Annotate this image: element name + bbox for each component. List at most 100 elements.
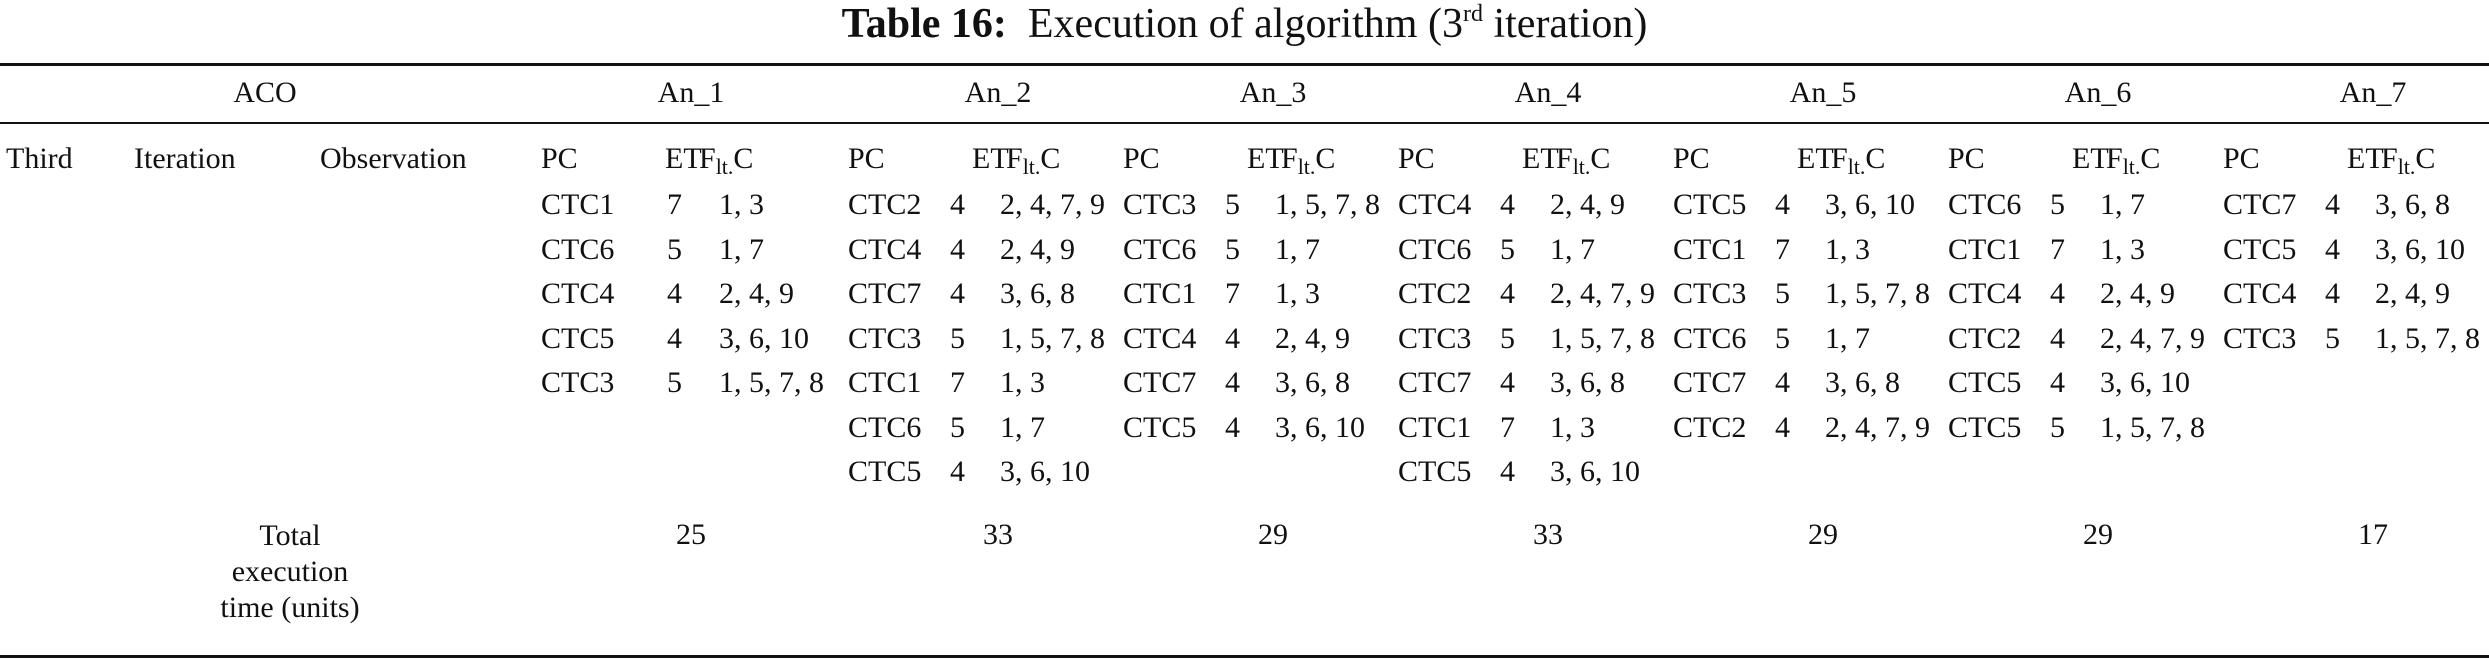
et-cell: 5 bbox=[2050, 188, 2065, 221]
header-rule bbox=[0, 122, 2489, 124]
subheader-flt-sub: lt. bbox=[1022, 154, 1041, 179]
fault-coverage-cell: 3, 6, 8 bbox=[1275, 366, 1350, 399]
pc-cell: CTC5 bbox=[2223, 232, 2297, 266]
pc-cell: CTC5 bbox=[1948, 410, 2022, 444]
fault-coverage-cell: 1, 7 bbox=[1550, 232, 1595, 266]
total-execution-time-label: Total execution time (units) bbox=[190, 518, 390, 626]
subheader-pc: PC bbox=[1673, 142, 1710, 175]
et-cell: 4 bbox=[2050, 277, 2065, 310]
subheader-flt-sub: lt. bbox=[2397, 154, 2416, 179]
subheader-flt-f: F bbox=[699, 142, 716, 175]
fault-coverage-cell: 2, 4, 7, 9 bbox=[2100, 321, 2205, 355]
et-cell: 4 bbox=[2325, 232, 2340, 266]
header-aco: ACO bbox=[233, 76, 297, 109]
subheader-flt-f: F bbox=[2106, 142, 2123, 175]
pc-cell: CTC5 bbox=[1398, 455, 1472, 488]
et-cell: 4 bbox=[1775, 188, 1790, 221]
pc-cell: CTC7 bbox=[1673, 366, 1747, 399]
table-caption: Table 16: Execution of algorithm (3rd it… bbox=[0, 0, 2489, 56]
pc-cell: CTC1 bbox=[541, 188, 615, 221]
et-cell: 5 bbox=[950, 321, 965, 355]
et-cell: 4 bbox=[1775, 366, 1790, 399]
header-ant-3: An_3 bbox=[1239, 76, 1307, 109]
et-cell: 7 bbox=[1500, 410, 1515, 444]
fault-coverage-cell: 1, 3 bbox=[1275, 277, 1320, 310]
et-cell: 4 bbox=[2325, 277, 2340, 310]
bottom-rule bbox=[0, 655, 2489, 658]
fault-coverage-cell: 3, 6, 8 bbox=[2375, 188, 2450, 221]
fault-coverage-cell: 1, 7 bbox=[1275, 232, 1320, 266]
pc-cell: CTC7 bbox=[2223, 188, 2297, 221]
row-label-observation: Observation bbox=[320, 142, 467, 175]
pc-cell: CTC3 bbox=[1673, 277, 1747, 310]
subheader-pc: PC bbox=[1948, 142, 1985, 175]
subheader-flt-c: C bbox=[733, 142, 754, 175]
total-label-line-3: time (units) bbox=[220, 591, 360, 624]
header-ant-4: An_4 bbox=[1514, 76, 1582, 109]
et-cell: 4 bbox=[667, 277, 682, 310]
fault-coverage-cell: 3, 6, 10 bbox=[1275, 410, 1365, 444]
total-execution-time-ant-2: 33 bbox=[983, 518, 1013, 551]
caption-superscript: rd bbox=[1462, 1, 1483, 27]
et-cell: 4 bbox=[1225, 366, 1240, 399]
et-cell: 7 bbox=[2050, 232, 2065, 266]
et-cell: 4 bbox=[950, 232, 965, 266]
et-cell: 5 bbox=[1500, 321, 1515, 355]
subheader-flt-c: C bbox=[2140, 142, 2161, 175]
pc-cell: CTC4 bbox=[2223, 277, 2297, 310]
et-cell: 5 bbox=[667, 366, 682, 399]
fault-coverage-cell: 2, 4, 9 bbox=[719, 277, 794, 310]
subheader-pc: PC bbox=[848, 142, 885, 175]
subheader-flt-c: C bbox=[2415, 142, 2436, 175]
et-cell: 5 bbox=[2050, 410, 2065, 444]
total-label-line-1: Total bbox=[259, 519, 321, 552]
row-label-iteration: Iteration bbox=[134, 142, 236, 175]
et-cell: 4 bbox=[667, 321, 682, 355]
et-cell: 5 bbox=[1775, 277, 1790, 310]
subheader-flt-f: F bbox=[1281, 142, 1298, 175]
fault-coverage-cell: 1, 5, 7, 8 bbox=[2375, 321, 2480, 355]
et-cell: 5 bbox=[1775, 321, 1790, 355]
pc-cell: CTC6 bbox=[1673, 321, 1747, 355]
subheader-flt-sub: lt. bbox=[1847, 154, 1866, 179]
subheader-flt-c: C bbox=[1590, 142, 1611, 175]
pc-cell: CTC6 bbox=[848, 410, 922, 444]
total-execution-time-ant-3: 29 bbox=[1258, 518, 1288, 551]
et-cell: 4 bbox=[1225, 321, 1240, 355]
subheader-flt-sub: lt. bbox=[2122, 154, 2141, 179]
pc-cell: CTC4 bbox=[1398, 188, 1472, 221]
subheader-fault-coverage: Flt.C bbox=[1556, 142, 1611, 178]
table-number: Table 16: bbox=[841, 1, 1007, 47]
subheader-flt-f: F bbox=[2381, 142, 2398, 175]
total-execution-time-ant-6: 29 bbox=[2083, 518, 2113, 551]
caption-text-end: iteration) bbox=[1482, 1, 1648, 47]
fault-coverage-cell: 3, 6, 8 bbox=[1825, 366, 1900, 399]
fault-coverage-cell: 3, 6, 10 bbox=[1825, 188, 1915, 221]
fault-coverage-cell: 2, 4, 9 bbox=[1275, 321, 1350, 355]
pc-cell: CTC6 bbox=[1123, 232, 1197, 266]
pc-cell: CTC3 bbox=[2223, 321, 2297, 355]
header-ant-5: An_5 bbox=[1789, 76, 1857, 109]
et-cell: 5 bbox=[2325, 321, 2340, 355]
fault-coverage-cell: 2, 4, 7, 9 bbox=[1550, 277, 1655, 310]
pc-cell: CTC1 bbox=[848, 366, 922, 399]
pc-cell: CTC1 bbox=[1948, 232, 2022, 266]
fault-coverage-cell: 1, 3 bbox=[719, 188, 764, 221]
fault-coverage-cell: 1, 5, 7, 8 bbox=[1825, 277, 1930, 310]
subheader-et: ET bbox=[2072, 142, 2109, 175]
subheader-flt-f: F bbox=[1831, 142, 1848, 175]
subheader-flt-f: F bbox=[1006, 142, 1023, 175]
pc-cell: CTC3 bbox=[1398, 321, 1472, 355]
total-execution-time-ant-7: 17 bbox=[2358, 518, 2388, 551]
pc-cell: CTC6 bbox=[1398, 232, 1472, 266]
fault-coverage-cell: 3, 6, 10 bbox=[2100, 366, 2190, 399]
pc-cell: CTC7 bbox=[1398, 366, 1472, 399]
pc-cell: CTC3 bbox=[1123, 188, 1197, 221]
pc-cell: CTC6 bbox=[541, 232, 615, 266]
fault-coverage-cell: 2, 4, 9 bbox=[1000, 232, 1075, 266]
subheader-fault-coverage: Flt.C bbox=[1831, 142, 1885, 179]
subheader-flt-c: C bbox=[1315, 142, 1336, 175]
pc-cell: CTC2 bbox=[1948, 321, 2022, 355]
et-cell: 4 bbox=[1500, 188, 1515, 221]
fault-coverage-cell: 1, 3 bbox=[1825, 232, 1870, 266]
